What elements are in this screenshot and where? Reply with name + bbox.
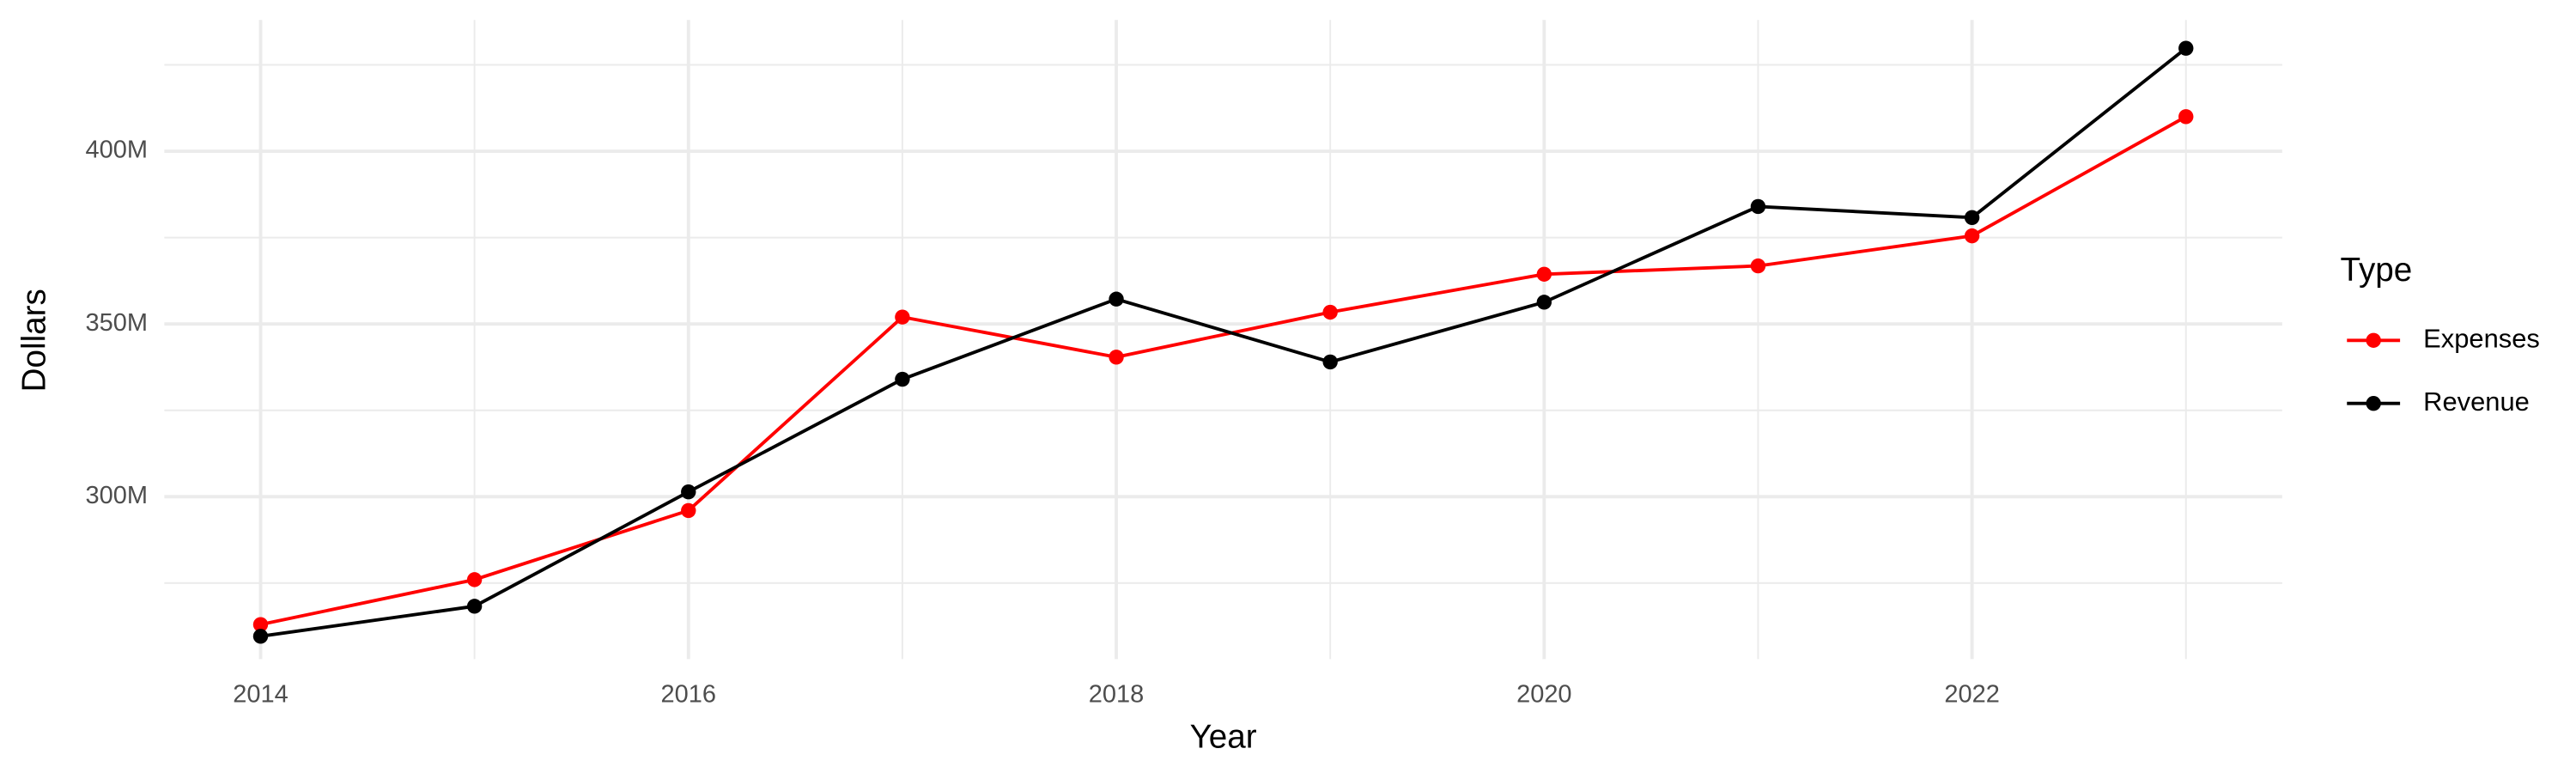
data-point — [466, 599, 483, 614]
data-point — [681, 502, 696, 519]
data-point — [1322, 304, 1338, 320]
x-tick-label: 2014 — [233, 681, 288, 709]
x-tick-label: 2020 — [1516, 681, 1571, 709]
data-point — [1109, 350, 1124, 365]
data-point — [466, 572, 483, 587]
x-tick-label: 2018 — [1089, 681, 1144, 709]
legend-label: Revenue — [2423, 386, 2530, 417]
y-tick-label: 300M — [86, 482, 149, 509]
x-axis-title: Year — [1190, 718, 1257, 755]
y-axis-title: Dollars — [16, 289, 53, 392]
data-point — [1964, 228, 1980, 244]
data-point — [1322, 354, 1338, 370]
x-tick-label: 2016 — [661, 681, 716, 709]
data-point — [895, 309, 910, 325]
data-point — [1536, 266, 1552, 282]
data-point — [2178, 40, 2194, 56]
legend-label: Expenses — [2423, 323, 2540, 353]
data-point — [1750, 258, 1766, 274]
y-tick-label: 400M — [86, 137, 149, 164]
data-point — [1750, 198, 1766, 215]
series-line — [260, 115, 2187, 627]
data-point — [681, 484, 696, 500]
data-point — [895, 371, 910, 387]
data-point — [252, 629, 269, 644]
data-point — [1536, 295, 1552, 310]
series-line — [260, 46, 2187, 638]
legend-key-point — [2366, 332, 2381, 348]
x-tick-label: 2022 — [1944, 681, 1999, 709]
data-point — [2178, 109, 2194, 125]
data-point — [1964, 210, 1980, 225]
legend-key-point — [2366, 396, 2381, 411]
y-tick-label: 350M — [86, 309, 149, 337]
data-point — [252, 617, 269, 632]
legend-title: Type — [2341, 252, 2413, 289]
data-point — [1109, 291, 1124, 307]
